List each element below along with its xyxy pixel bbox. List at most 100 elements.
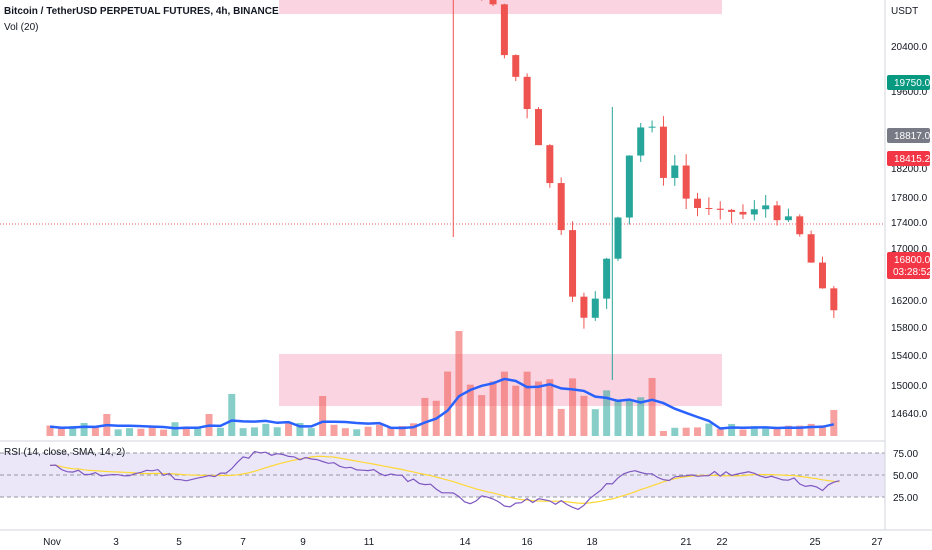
- price-tick-label: 20400.0: [891, 42, 928, 53]
- volume-ma-line: [49, 377, 835, 430]
- volume-bar: [784, 425, 792, 436]
- price-tag-high[interactable]: 19750.0: [887, 75, 931, 90]
- time-axis[interactable]: Nov 3 5 7 9 11 14 16 18 21 22 25 27: [43, 537, 883, 548]
- volume-bar: [637, 397, 645, 436]
- candle: [796, 214, 804, 237]
- volume-bar: [534, 381, 542, 436]
- volume-bar: [80, 422, 88, 436]
- volume-bar: [773, 427, 781, 436]
- volume-bar: [410, 423, 418, 436]
- date-tick-label: 3: [113, 537, 119, 548]
- volume-bar: [659, 430, 667, 436]
- price-tick-label: 18200.0: [891, 164, 928, 175]
- price-tick-label: 17400.0: [891, 218, 928, 229]
- svg-text:19750.0: 19750.0: [894, 78, 931, 89]
- candle: [489, 0, 497, 7]
- volume-bar: [694, 427, 702, 436]
- candle: [716, 201, 724, 220]
- volume-bar: [273, 427, 281, 436]
- candles: [452, 0, 838, 380]
- price-tick-label: 15400.0: [891, 351, 928, 362]
- date-tick-label: 11: [364, 537, 375, 548]
- price-tag-zone-bottom[interactable]: 18415.2: [887, 151, 931, 166]
- candle: [773, 201, 781, 226]
- volume-bar: [285, 422, 293, 436]
- candle: [671, 154, 679, 186]
- volume-bar: [148, 426, 156, 436]
- candle: [784, 208, 792, 222]
- candle: [614, 216, 622, 261]
- volume-bar: [830, 410, 838, 436]
- candle: [591, 291, 599, 321]
- rsi-axis[interactable]: 75.00 50.00 25.00: [893, 449, 918, 504]
- candle: [500, 3, 508, 59]
- volume-bar: [307, 428, 315, 436]
- candle: [569, 221, 577, 302]
- price-tick-label: 16200.0: [891, 296, 928, 307]
- volume-bar: [353, 429, 361, 436]
- volume-bar: [262, 423, 270, 436]
- date-tick-label: 7: [240, 537, 246, 548]
- date-tick-label: 25: [809, 537, 821, 548]
- svg-text:16800.0: 16800.0: [894, 255, 931, 266]
- rsi-tick-label: 50.00: [893, 471, 918, 482]
- volume-bar: [478, 395, 486, 436]
- price-tick-label: 17800.0: [891, 193, 928, 204]
- date-tick-label: 9: [300, 537, 306, 548]
- candle: [830, 286, 838, 318]
- volume-bar: [69, 425, 77, 436]
- candle: [557, 177, 565, 235]
- price-tick-label: 19600.0: [891, 87, 928, 98]
- volume-bar: [216, 427, 224, 436]
- volume-bar: [250, 427, 258, 436]
- volume-bar: [137, 428, 145, 436]
- volume-bar: [182, 426, 190, 436]
- candle: [603, 257, 611, 309]
- volume-bar: [614, 399, 622, 436]
- rsi-line: [49, 450, 840, 511]
- volume-bar: [126, 428, 134, 436]
- volume-bar: [557, 408, 565, 436]
- candle: [694, 192, 702, 217]
- volume-bar: [46, 425, 54, 436]
- volume-bar: [682, 427, 690, 436]
- volume-bar: [160, 429, 168, 436]
- volume-bar: [114, 429, 122, 436]
- price-axis[interactable]: 20400.019600.018800.018200.017800.017400…: [891, 42, 928, 420]
- volume-bar: [387, 427, 395, 436]
- price-tick-label: 15800.0: [891, 323, 928, 334]
- volume-bar: [194, 428, 202, 436]
- volume-bar: [364, 426, 372, 436]
- date-tick-label: 16: [521, 537, 533, 548]
- date-tick-label: 14: [459, 537, 471, 548]
- volume-bar: [648, 378, 656, 436]
- volume-bar: [796, 425, 804, 436]
- volume-bar: [421, 397, 429, 436]
- rsi-label: RSI (14, close, SMA, 14, 2): [4, 447, 125, 458]
- rsi-tick-label: 75.00: [893, 449, 918, 460]
- volume-bar: [818, 425, 826, 436]
- candle: [637, 123, 645, 162]
- candle: [625, 155, 633, 225]
- bar-countdown: 03:28:52: [893, 267, 932, 278]
- volume-bar: [762, 426, 770, 436]
- candle: [534, 107, 542, 146]
- volume-bar: [330, 424, 338, 436]
- supply-zone[interactable]: [279, 0, 722, 15]
- date-tick-label: Nov: [43, 537, 61, 548]
- candle: [705, 197, 713, 216]
- volume-bar: [671, 427, 679, 436]
- candle: [546, 144, 554, 188]
- volume-bar: [728, 423, 736, 436]
- candle: [523, 73, 531, 119]
- volume-bar: [375, 424, 383, 436]
- volume-bar: [296, 422, 304, 436]
- volume-bar: [750, 426, 758, 436]
- candle: [682, 154, 690, 210]
- volume-bars: [46, 331, 838, 436]
- price-tag-last[interactable]: 16800.0 03:28:52: [887, 252, 932, 279]
- date-tick-label: 27: [871, 537, 883, 548]
- candle: [512, 54, 520, 82]
- price-tag-zone-top[interactable]: 18817.0: [887, 128, 931, 143]
